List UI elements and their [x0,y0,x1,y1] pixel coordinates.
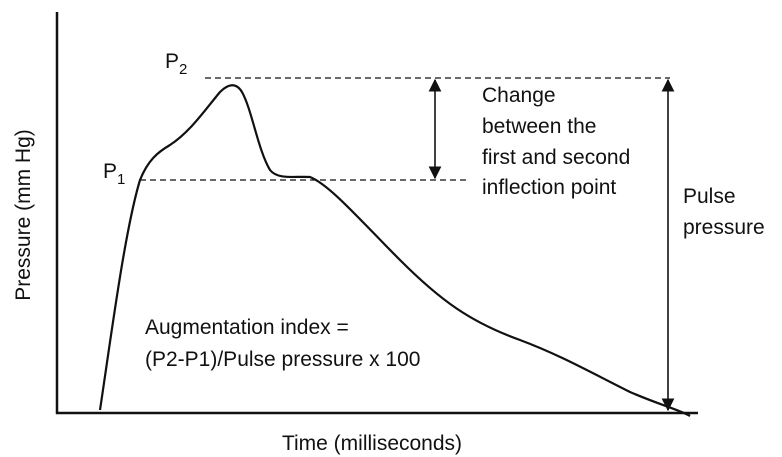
change-text: between the [482,115,596,138]
pulse-pressure-text: pressure [683,216,765,239]
pressure-waveform [98,84,691,417]
augmentation-text: Augmentation index = [145,316,349,339]
p1-label: P1 [103,160,125,188]
y-axis-label: Pressure (mm Hg) [12,129,35,301]
x-axis-label: Time (milliseconds) [282,432,462,455]
pulse-pressure-text: Pulse [683,185,736,208]
change-text: first and second [482,146,630,169]
augmentation-text: (P2-P1)/Pulse pressure x 100 [145,348,420,371]
change-text: inflection point [482,176,616,199]
change-text: Change [482,84,556,107]
p2-label: P2 [165,50,187,78]
